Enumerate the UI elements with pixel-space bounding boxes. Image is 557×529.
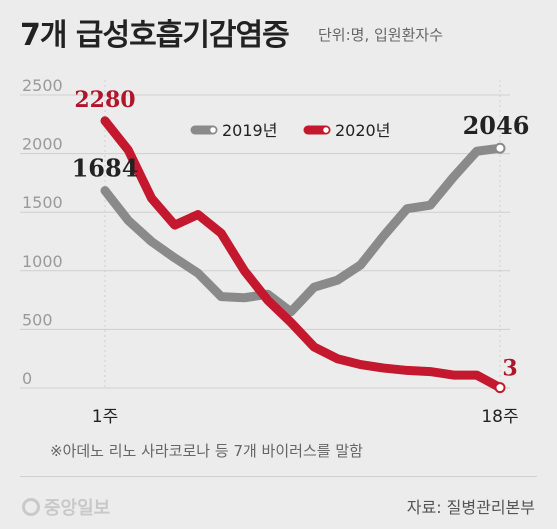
footer-divider xyxy=(20,476,537,477)
y-tick-label: 1000 xyxy=(22,252,63,271)
data-label: 3 xyxy=(502,356,517,382)
series-end-point xyxy=(494,382,506,394)
line-chart: 0 500 1000 1500 2000 2500 1684 2046 2280 3 1주 18주… xyxy=(20,76,530,427)
series-line-0 xyxy=(100,143,505,317)
brand-name: 중앙일보 xyxy=(44,498,111,519)
legend-swatch-dot xyxy=(321,125,331,135)
data-label: 2280 xyxy=(74,87,135,113)
legend-label: 2020년 xyxy=(335,121,390,140)
logo-icon xyxy=(22,498,40,516)
y-tick-label: 2000 xyxy=(22,135,63,154)
series-line-1 xyxy=(100,116,505,393)
source-credit: 자료: 질병관리본부 xyxy=(406,498,535,517)
data-label: 1684 xyxy=(72,154,139,183)
footnote: ※아데노 리노 사라코로나 등 7개 바이러스를 말함 xyxy=(50,442,363,460)
y-tick-label: 1500 xyxy=(22,193,63,212)
y-tick-label: 2500 xyxy=(22,76,63,95)
chart-subtitle: 단위:명, 입원환자수 xyxy=(318,26,443,44)
y-tick-label: 500 xyxy=(22,310,53,329)
data-label: 2046 xyxy=(463,111,530,140)
y-tick-label: 0 xyxy=(22,369,32,388)
brand-logo: 중앙일보 xyxy=(22,494,110,520)
series-end-point xyxy=(494,142,506,154)
legend-label: 2019년 xyxy=(222,121,277,140)
x-tick-label: 18주 xyxy=(481,407,518,427)
legend-swatch-dot xyxy=(208,125,218,135)
x-tick-label: 1주 xyxy=(92,407,118,427)
chart-title: 7개 급성호흡기감염증 xyxy=(20,18,290,53)
